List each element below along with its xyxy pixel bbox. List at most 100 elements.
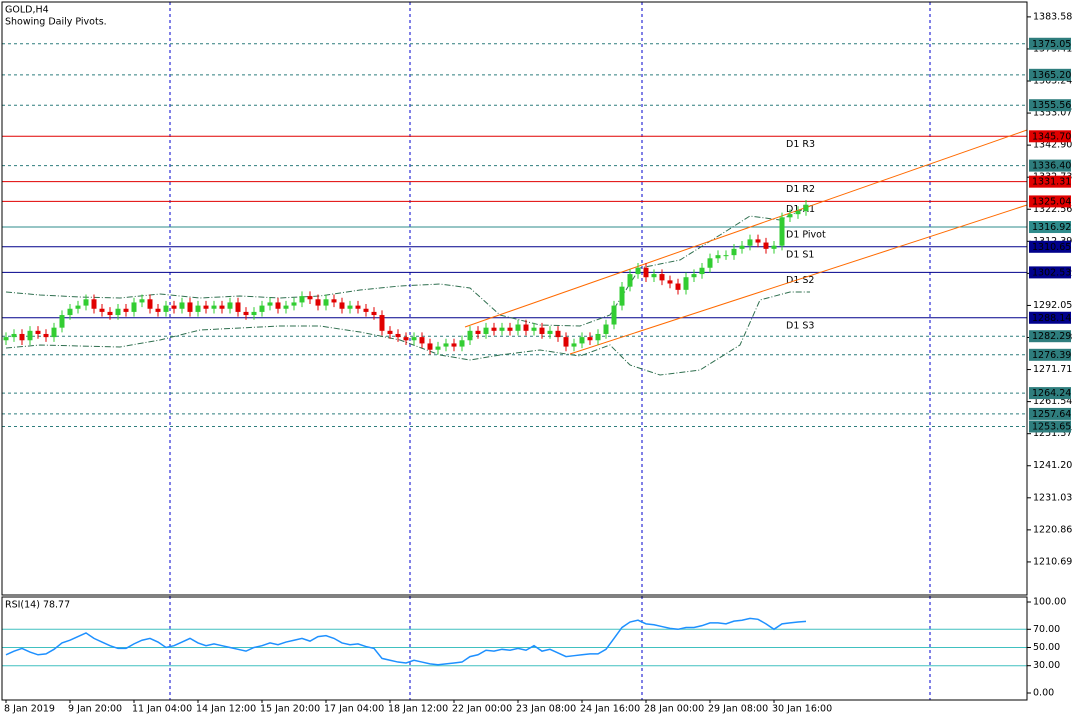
level-box	[1029, 266, 1071, 279]
candle-body	[419, 337, 425, 344]
candle-body	[155, 308, 161, 312]
candle-body	[731, 248, 737, 256]
candle-body	[347, 305, 353, 309]
candle-body	[755, 239, 761, 243]
level-name: D1 R3	[786, 139, 815, 150]
candle-body	[291, 302, 297, 306]
y-tick-label: 1231.03	[1033, 492, 1072, 503]
main-frame	[1, 1, 1028, 596]
candle-body	[547, 330, 553, 334]
level-label: 1375.05	[1032, 39, 1071, 50]
rsi-tick-label: 0.00	[1033, 687, 1054, 698]
candle-body	[515, 324, 521, 331]
candle-body	[427, 343, 433, 350]
candle-body	[187, 302, 193, 312]
candle-body	[387, 330, 393, 334]
level-box	[1029, 159, 1071, 172]
level-box	[1029, 240, 1071, 253]
level-label: 1325.04	[1032, 196, 1071, 207]
y-tick-label: 1271.71	[1033, 364, 1072, 375]
candle-body	[787, 214, 793, 218]
level-label: 1264.24	[1032, 388, 1071, 399]
candle-body	[27, 330, 33, 341]
level-label: 1302.53	[1032, 267, 1071, 278]
y-tick-label: 1210.69	[1033, 556, 1072, 567]
candle-body	[211, 305, 217, 309]
candle-body	[523, 324, 529, 331]
candle-body	[747, 239, 753, 246]
level-label: 1257.64	[1032, 409, 1071, 420]
candle-body	[323, 299, 329, 306]
separators	[169, 2, 931, 700]
candle-body	[355, 305, 361, 309]
level-name: D1 Pivot	[786, 230, 826, 241]
candle-body	[531, 327, 537, 331]
level-name: D1 S2	[786, 275, 814, 286]
level-label: 1288.14	[1032, 313, 1071, 324]
candle-body	[627, 274, 633, 287]
candle-body	[75, 305, 81, 309]
candle-body	[379, 315, 385, 331]
y-tick-label: 1241.20	[1033, 460, 1072, 471]
candle-body	[555, 330, 561, 338]
candle-body	[163, 305, 169, 312]
candle-body	[11, 333, 17, 338]
candle-body	[659, 274, 665, 281]
candle-body	[723, 255, 729, 257]
candle-body	[587, 337, 593, 341]
candle-body	[579, 337, 585, 344]
candle-body	[483, 327, 489, 334]
candle-body	[203, 305, 209, 309]
candle-body	[115, 308, 121, 316]
level-box	[1029, 37, 1071, 50]
candle-body	[715, 255, 721, 259]
y-tick-label: 1363.24	[1033, 76, 1072, 87]
candle-body	[667, 280, 673, 284]
x-tick-label: 30 Jan 16:00	[772, 704, 832, 715]
candle-body	[83, 299, 89, 306]
candle-body	[139, 299, 145, 303]
candle-body	[499, 327, 505, 331]
level-label: 1355.56	[1032, 100, 1071, 111]
bands	[5, 205, 811, 376]
x-tick-label: 8 Jan 2019	[4, 704, 55, 715]
level-box	[1029, 221, 1071, 234]
x-tick-label: 9 Jan 20:00	[68, 704, 122, 715]
x-tick-label: 11 Jan 04:00	[132, 704, 192, 715]
level-box	[1029, 420, 1071, 433]
candle-body	[99, 308, 105, 312]
subtitle: Showing Daily Pivots.	[5, 17, 107, 28]
y-tick-label: 1322.56	[1033, 204, 1072, 215]
level-label: 1276.39	[1032, 350, 1071, 361]
rsi-tick-label: 30.00	[1033, 660, 1060, 671]
level-label: 1365.20	[1032, 70, 1071, 81]
candle-body	[467, 330, 473, 341]
candle-body	[475, 330, 481, 334]
candle-body	[635, 267, 641, 275]
channel-upper	[464, 129, 1028, 328]
y-tick-label: 1251.37	[1033, 428, 1072, 439]
candle-body	[267, 302, 273, 306]
candle-body	[771, 245, 777, 249]
candle-body	[131, 302, 137, 312]
candle-body	[683, 277, 689, 290]
candle-body	[91, 299, 97, 309]
candle-body	[3, 337, 9, 341]
y-tick-label: 1342.90	[1033, 140, 1072, 151]
level-name: D1 S3	[786, 320, 814, 331]
candle-body	[235, 302, 241, 312]
candle-body	[699, 267, 705, 275]
candle-body	[435, 346, 441, 350]
level-label: 1345.70	[1032, 131, 1071, 142]
candle-body	[171, 305, 177, 309]
level-box	[1029, 330, 1071, 343]
candle-body	[19, 333, 25, 341]
level-name: D1 S1	[786, 249, 814, 260]
candle-body	[611, 305, 617, 325]
level-box	[1029, 99, 1071, 112]
y-tick-label: 1353.07	[1033, 108, 1072, 119]
x-tick-label: 17 Jan 04:00	[324, 704, 384, 715]
candle-body	[443, 343, 449, 347]
level-box	[1029, 195, 1071, 208]
